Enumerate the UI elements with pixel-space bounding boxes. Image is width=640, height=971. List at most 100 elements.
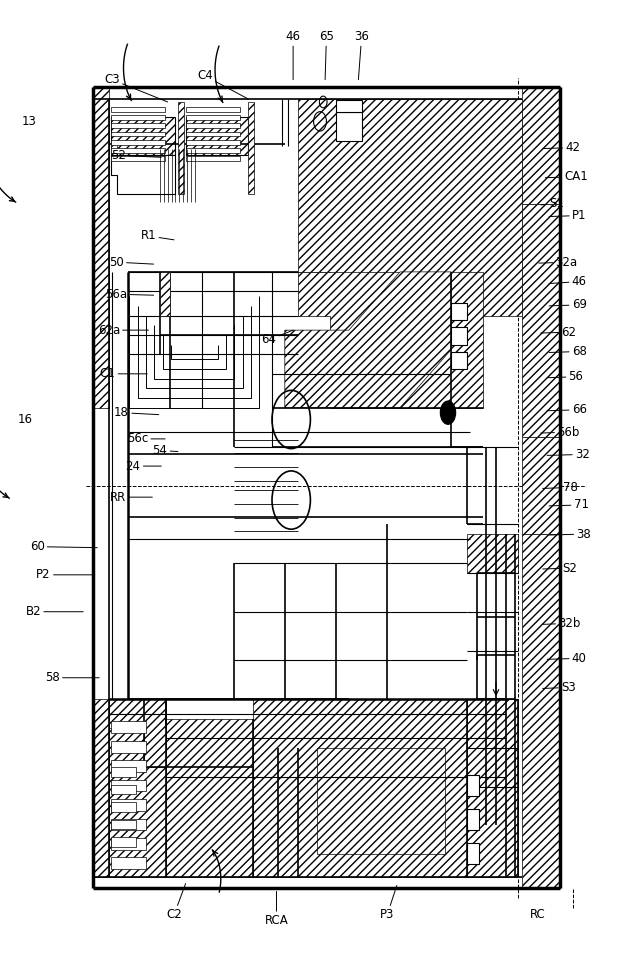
Text: 54: 54 [152,444,178,457]
Bar [111,116,165,120]
Text: 52: 52 [111,149,161,162]
Bar [111,156,165,161]
Bar [111,838,146,850]
Polygon shape [248,102,254,194]
Polygon shape [522,87,560,204]
Polygon shape [109,699,166,767]
Text: RR: RR [110,490,152,504]
Bar [111,785,136,794]
Bar [186,117,248,155]
Polygon shape [298,99,522,316]
Bar [336,100,362,112]
Polygon shape [522,204,560,437]
Bar [111,799,146,811]
Text: RCA: RCA [264,891,289,927]
Polygon shape [111,155,175,194]
Bar [186,123,240,128]
Bar [451,352,467,369]
Text: 71: 71 [549,498,589,512]
Polygon shape [317,748,445,854]
Text: 60: 60 [29,540,97,553]
Bar [111,741,146,753]
Circle shape [440,401,456,424]
Bar [186,148,240,153]
Text: S3: S3 [543,681,576,694]
Bar [451,303,467,320]
Bar [467,775,479,796]
Text: S2: S2 [543,561,577,575]
Bar [111,131,165,136]
Bar [451,327,467,345]
Text: 36: 36 [354,30,369,80]
Bar [186,107,240,112]
Text: 56c: 56c [127,432,165,446]
Bar [111,117,175,155]
Bar [111,721,146,733]
Bar [111,140,165,145]
Polygon shape [467,699,518,877]
Polygon shape [93,699,109,877]
Text: 78: 78 [543,481,579,494]
Bar [336,112,362,141]
Bar [111,837,136,847]
Text: 50: 50 [109,255,154,269]
Bar [186,116,240,120]
Text: 32b: 32b [543,617,580,630]
Text: 40: 40 [547,652,587,665]
Text: R1: R1 [141,229,174,243]
Bar [186,131,240,136]
Polygon shape [166,719,253,877]
Text: C4: C4 [197,69,248,99]
Bar [111,820,136,829]
Polygon shape [160,272,170,316]
Text: 68: 68 [549,345,587,358]
Polygon shape [522,534,560,888]
Bar [111,123,165,128]
Text: 62: 62 [541,325,576,339]
Bar [111,760,146,772]
Bar [111,107,165,112]
Text: 16: 16 [18,413,33,426]
Polygon shape [109,699,166,877]
Text: C1: C1 [100,367,147,381]
Text: 32a: 32a [539,255,577,269]
Text: 65: 65 [319,30,334,80]
Text: C3: C3 [104,73,168,102]
Polygon shape [93,87,109,408]
Text: P1: P1 [549,209,586,222]
Text: 46: 46 [549,275,587,288]
Bar [186,156,240,161]
Text: S1: S1 [541,197,564,211]
Text: 18: 18 [114,406,159,419]
Polygon shape [285,272,451,408]
Bar [467,843,479,864]
Text: 58: 58 [45,671,99,685]
Polygon shape [298,272,483,408]
Bar [111,857,146,869]
Polygon shape [522,437,560,534]
Polygon shape [111,144,117,175]
Text: B2: B2 [26,605,83,619]
Text: 46: 46 [285,30,301,80]
Text: 24: 24 [125,459,161,473]
Text: 13: 13 [21,115,36,128]
Text: CA1: CA1 [545,170,588,184]
Bar [111,802,136,812]
Text: P3: P3 [380,886,397,921]
Bar [111,767,136,777]
Text: 69: 69 [549,298,587,312]
Text: 64: 64 [261,330,293,347]
Text: 32: 32 [547,448,590,461]
Bar [111,819,146,830]
Text: 56b: 56b [541,425,579,439]
Text: RC: RC [530,908,545,921]
Bar [111,148,165,153]
Text: 42: 42 [543,141,580,154]
Text: C2: C2 [166,884,186,921]
Text: 38: 38 [549,527,591,541]
Bar [186,140,240,145]
Bar [111,780,146,791]
Text: 56a: 56a [106,287,154,301]
Polygon shape [467,534,518,573]
Polygon shape [253,699,506,877]
